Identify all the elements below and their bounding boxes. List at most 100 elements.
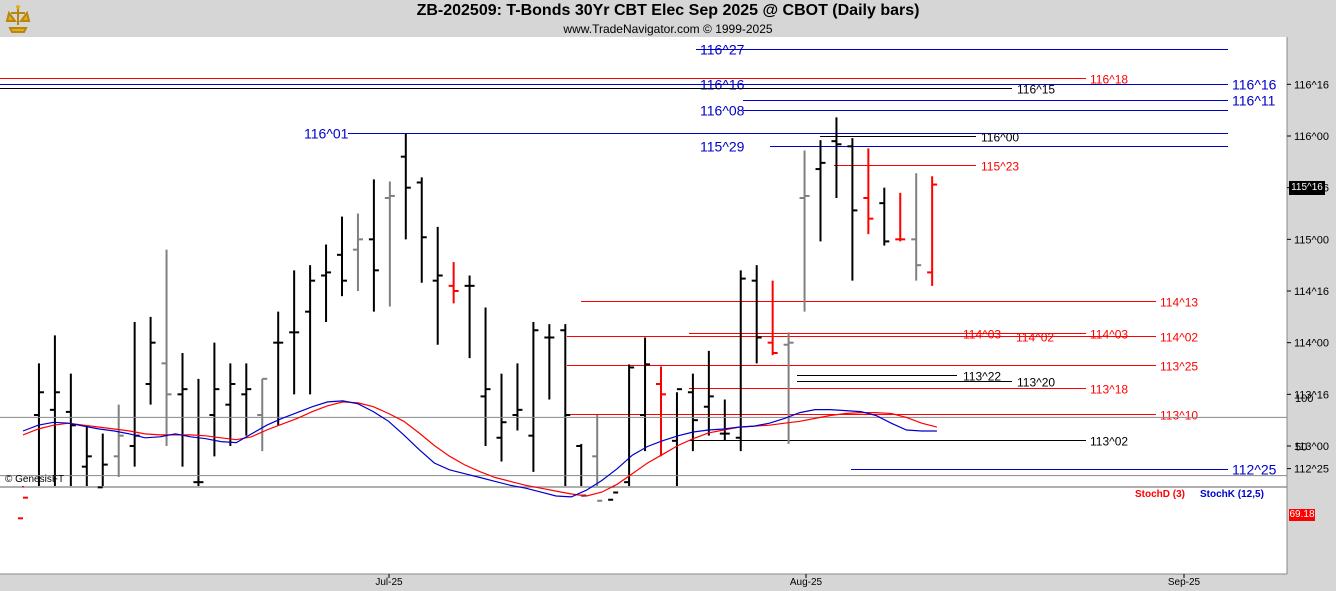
price-bar [911,173,922,281]
price-level: 113^10 [567,409,1198,423]
price-bar [225,363,236,446]
price-bar [432,226,443,345]
price-level: 116^00 [820,131,1019,145]
price-bar [289,270,300,395]
y-tick-label: 114^00 [1294,338,1329,350]
price-level-label: 116^01 [304,126,349,142]
price-level-label: 113^20 [1017,376,1055,390]
price-bar [448,262,459,304]
price-level: 116^27 [696,42,1228,58]
price-level-label: 116^18 [1090,73,1128,87]
price-level: 113^18 [689,383,1128,397]
x-tick-label: Sep-25 [1168,577,1201,588]
price-bar [703,350,714,436]
price-bar [416,177,427,283]
price-bar [863,148,874,235]
price-level-label: 114^02 [1160,331,1198,345]
price-bar [735,270,746,452]
price-bar [783,332,794,444]
price-panel-bg [0,37,1287,486]
price-level-label: 114^03 [963,328,1001,342]
stoch-legend-label: StochD (3) [1135,489,1185,500]
price-bar [719,399,730,441]
price-bars [18,117,938,520]
price-level: 113^02 [689,435,1128,449]
price-level: 114^02 114^02 [567,331,1198,345]
stoch-tick-label: 50 [1295,442,1307,454]
y-tick-label: 116^16 [1294,79,1329,91]
price-bar [544,324,555,400]
price-level-label: 114^02 [1016,331,1054,345]
price-level-label: 116^16 [700,77,745,93]
stoch-panel-bg [0,488,1287,574]
price-level-label: 114^13 [1160,296,1198,310]
price-level-label: 116^11 [1232,93,1276,109]
price-level: 113^25 [567,360,1198,374]
price-bar [560,324,571,486]
price-level-label: 113^18 [1090,383,1128,397]
price-bar [352,213,363,291]
x-tick-label: Aug-25 [790,577,823,588]
stoch-series-line [22,401,938,497]
price-bar [161,249,172,446]
y-tick-label: 113^00 [1294,441,1329,453]
price-bar [847,138,858,281]
price-level-label: 116^15 [1017,83,1055,97]
price-level-label: 115^29 [700,139,745,155]
price-level: 114^13 [581,296,1198,310]
price-bar [831,117,842,198]
price-bar [400,133,411,240]
price-bar [895,192,906,242]
price-level-label: 115^23 [981,160,1019,174]
stoch-series-line [22,400,937,498]
price-bar [193,378,204,486]
price-bar [145,316,156,405]
price-bar [273,311,284,426]
stoch-legend-label: StochK (12,5) [1200,489,1264,500]
y-tick-label: 112^25 [1294,464,1329,476]
price-level: 112^25 [851,462,1277,478]
price-bar [368,179,379,312]
price-bar [480,307,491,446]
price-level-label: 114^03 [1090,328,1128,342]
price-level: 113^20 [797,376,1055,390]
price-level: 114^03 114^03 [689,328,1128,342]
price-bar [624,364,635,486]
price-bar [799,150,810,312]
price-bar [512,363,523,431]
price-level-label: 116^00 [981,131,1019,145]
price-level: 116^11 [743,93,1276,109]
price-level: 113^22 [797,370,1001,384]
price-level: 116^08 [700,103,1228,119]
price-level-label: 116^27 [700,42,745,58]
price-bar [815,140,826,242]
price-level: 115^29 [700,139,1228,155]
price-bar [321,244,332,322]
y-tick-label: 113^16 [1294,389,1329,401]
price-bar [879,187,890,246]
watermark: © GenesisFT [5,474,65,485]
price-level: 115^23 [834,160,1019,174]
price-bar [927,176,938,286]
chart-title: ZB-202509: T-Bonds 30Yr CBT Elec Sep 202… [416,2,920,19]
stochastics-panel: 100 50 StochD (3) StochK (12,5) [0,393,1313,500]
price-bar [751,265,762,364]
price-bar [97,433,108,489]
price-bar [528,322,539,472]
price-level-label: 113^22 [963,370,1001,384]
stoch-current-value: 69.18 [1289,509,1315,521]
price-bar [177,353,188,467]
price-bar [65,373,76,486]
price-level: 116^15 [0,83,1055,97]
price-level-label: 113^25 [1160,360,1198,374]
y-tick-label: 116^00 [1294,131,1329,143]
price-level: 116^18 [0,73,1128,87]
chart-subtitle: www.TradeNavigator.com © 1999-2025 [563,22,773,36]
trade-navigator-logo [3,3,33,35]
price-level-label: 113^02 [1090,435,1128,449]
price-bar [767,280,778,356]
price-level-label: 112^25 [1232,462,1277,478]
price-levels: 116^27 116^18 116^16 116^16 116^15 116^11 116^… [0,42,1277,478]
price-bar [257,377,268,452]
